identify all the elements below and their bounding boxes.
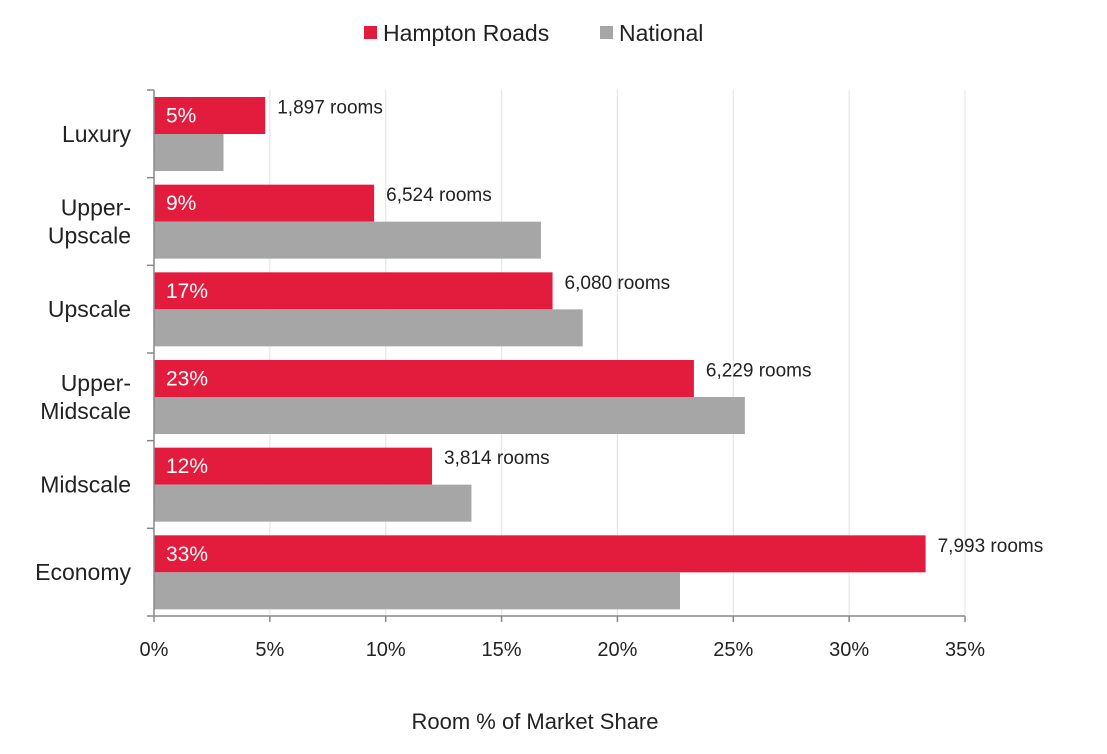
x-axis-title: Room % of Market Share (412, 709, 659, 734)
bar-national (154, 484, 472, 522)
bar-hampton-roads (154, 447, 433, 485)
x-tick-label: 30% (829, 639, 869, 661)
bar-hampton-roads (154, 272, 553, 310)
x-tick-label: 20% (597, 639, 637, 661)
bar-hampton-roads (154, 360, 694, 397)
category-label: Midscale (40, 472, 131, 498)
category-label: Upper-Midscale (40, 370, 131, 424)
bar-value-label: 5% (166, 105, 196, 128)
bar-annotation: 1,897 rooms (277, 98, 383, 119)
axes (147, 89, 966, 622)
x-tick-label: 35% (945, 639, 985, 661)
bar-national (154, 309, 583, 347)
bar-hampton-roads (154, 535, 926, 573)
legend-swatch (600, 26, 613, 39)
bar-value-label: 17% (166, 280, 208, 303)
legend: Hampton Roads National (364, 20, 703, 46)
category-label: Luxury (62, 121, 132, 147)
legend-label: National (619, 20, 703, 46)
category-label: Upscale (48, 296, 131, 322)
bar-annotation: 3,814 rooms (444, 448, 550, 469)
legend-label: Hampton Roads (383, 20, 549, 46)
gridlines (269, 90, 966, 616)
bars (154, 97, 926, 610)
bar-value-label: 12% (166, 455, 208, 478)
bar-national (154, 134, 224, 171)
bar-national (154, 397, 745, 434)
x-tick-label: 15% (482, 639, 522, 661)
bar-hampton-roads (154, 184, 375, 222)
bar-hampton-roads (154, 97, 266, 134)
x-tick-label: 5% (255, 639, 284, 661)
bar-national (154, 572, 680, 610)
x-tick-label: 10% (366, 639, 406, 661)
bar-national (154, 221, 541, 259)
bar-value-label: 23% (166, 368, 208, 391)
bar-annotation: 6,080 rooms (565, 273, 671, 294)
bar-value-label: 33% (166, 543, 208, 566)
labels: 5% 1,897 rooms Luxury 9% 6,524 rooms Upper-Up… (35, 98, 1043, 662)
bar-annotation: 7,993 rooms (938, 536, 1044, 557)
bar-value-label: 9% (166, 192, 196, 215)
x-tick-label: 25% (713, 639, 753, 661)
x-tick-label: 0% (140, 639, 169, 661)
bar-annotation: 6,524 rooms (386, 185, 492, 206)
bar-annotation: 6,229 rooms (706, 361, 812, 382)
category-label: Economy (35, 559, 131, 585)
legend-swatch (364, 26, 377, 39)
category-label: Upper-Upscale (48, 195, 131, 249)
